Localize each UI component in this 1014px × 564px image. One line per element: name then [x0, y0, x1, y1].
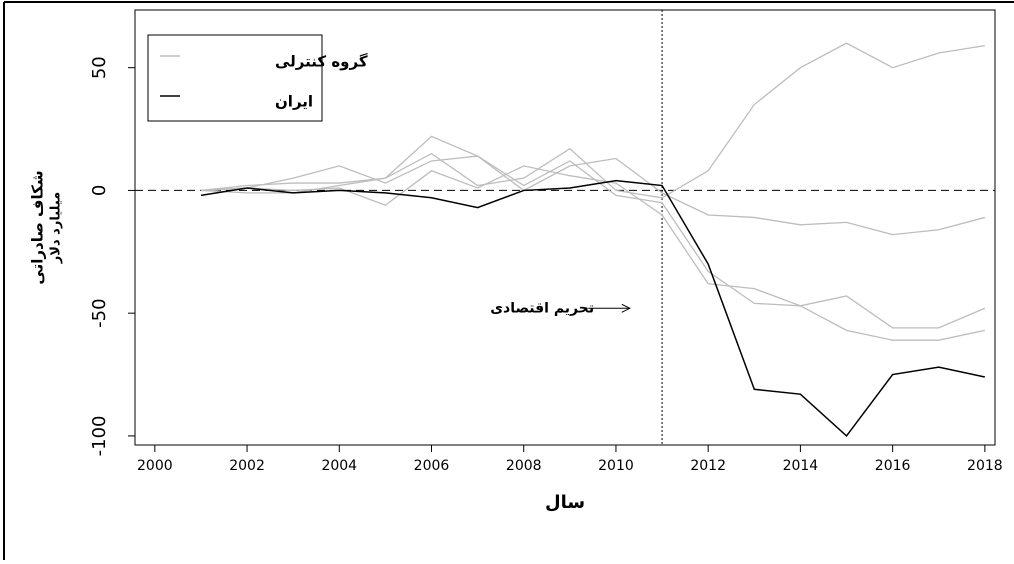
annotation: تحریم اقتصادی — [490, 300, 594, 316]
x-tick-label: 2014 — [783, 458, 819, 474]
x-tick-label: 2006 — [414, 458, 450, 474]
y-tick-label: 0 — [89, 185, 110, 196]
y-axis-label: میلیارد دلار — [49, 192, 64, 264]
x-tick-label: 2018 — [967, 458, 1003, 474]
series-line — [200, 135, 986, 236]
x-tick-label: 2012 — [690, 458, 726, 474]
x-tick-label: 2008 — [506, 458, 542, 474]
y-tick-label: -100 — [89, 415, 110, 456]
x-tick-label: 2016 — [875, 458, 911, 474]
x-axis-label: سال — [545, 492, 585, 513]
legend-box — [147, 34, 323, 122]
series-line — [200, 42, 985, 199]
x-tick-label: 2010 — [598, 458, 634, 474]
x-tick-label: 2000 — [137, 458, 173, 474]
y-tick-label: -50 — [89, 298, 110, 327]
series-line — [200, 155, 986, 329]
y-tick-label: 50 — [89, 56, 110, 79]
legend-label: گروه کنترلی — [275, 53, 368, 71]
x-tick-label: 2004 — [321, 458, 357, 474]
y-axis-label: شکاف صادراتی — [29, 170, 47, 284]
x-tick-label: 2002 — [229, 458, 265, 474]
legend-label: ایران — [275, 93, 313, 111]
series-line — [200, 165, 985, 341]
plot-box — [134, 9, 996, 446]
series-line — [200, 179, 986, 438]
annotation-arrowhead — [621, 303, 631, 313]
